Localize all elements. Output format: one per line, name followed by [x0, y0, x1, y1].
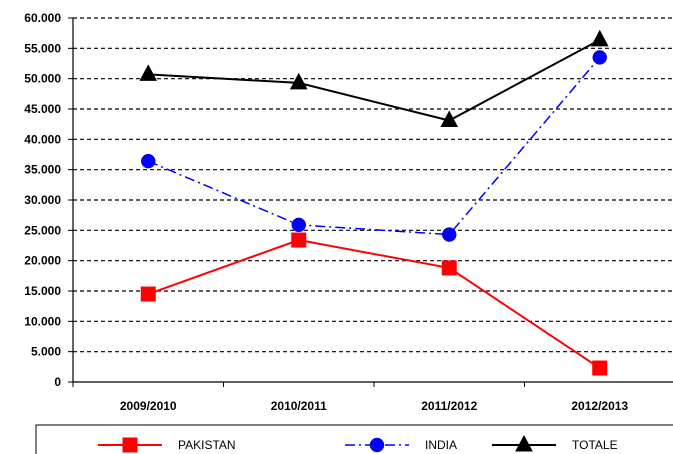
axes [68, 17, 673, 387]
y-axis-tick-labels: 0 5.000 10.000 15.000 20.000 25.000 30.000 35.0… [24, 11, 61, 389]
series-totale [139, 29, 609, 128]
series-line-india [147, 56, 601, 236]
series-group [139, 29, 609, 376]
gridlines [73, 17, 673, 353]
data-point-pakistan [140, 286, 156, 302]
y-tick-label: 50.000 [24, 72, 61, 86]
x-tick-label: 2010/2011 [271, 399, 327, 413]
data-point-pakistan [291, 232, 307, 248]
y-tick-label: 10.000 [24, 314, 61, 328]
y-tick-label: 35.000 [24, 163, 61, 177]
legend: PAKISTAN INDIA TOTALE [35, 424, 673, 454]
legend-label-india: INDIA [425, 438, 457, 452]
data-point-pakistan [441, 260, 457, 276]
y-tick-label: 30.000 [24, 193, 61, 207]
data-point-totale [590, 29, 609, 47]
y-tick-label: 20.000 [24, 254, 61, 268]
data-point-pakistan [592, 360, 608, 376]
y-tick-label: 55.000 [24, 41, 61, 55]
y-tick-label: 60.000 [24, 11, 61, 25]
legend-label-totale: TOTALE [572, 438, 618, 452]
legend-label-pakistan: PAKISTAN [178, 438, 236, 452]
legend-marker-pakistan [122, 437, 138, 453]
data-point-india [141, 153, 156, 169]
series-india [141, 50, 607, 242]
y-tick-label: 15.000 [24, 284, 61, 298]
x-tick-label: 2012/2013 [571, 399, 628, 413]
y-tick-label: 40.000 [24, 132, 61, 146]
legend-marker-india [369, 437, 385, 453]
data-point-india [442, 227, 457, 242]
data-point-totale [139, 64, 158, 81]
x-axis-tick-labels: 2009/2010 2010/2011 2011/2012 2012/2013 [120, 399, 629, 413]
data-point-totale [440, 110, 459, 128]
data-point-india [291, 217, 306, 233]
data-point-india [592, 50, 607, 65]
x-tick-label: 2009/2010 [120, 399, 177, 413]
data-point-totale [289, 72, 308, 90]
x-tick-label: 2011/2012 [421, 399, 477, 413]
series-line-totale [148, 38, 601, 122]
y-tick-label: 5.000 [31, 345, 61, 359]
legend-box [35, 424, 673, 454]
series-line-pakistan [147, 239, 601, 369]
series-pakistan [140, 232, 608, 376]
legend-marker-totale [515, 434, 533, 452]
y-tick-label: 0 [54, 375, 61, 389]
y-tick-label: 45.000 [24, 102, 61, 116]
y-tick-label: 25.000 [24, 223, 61, 237]
